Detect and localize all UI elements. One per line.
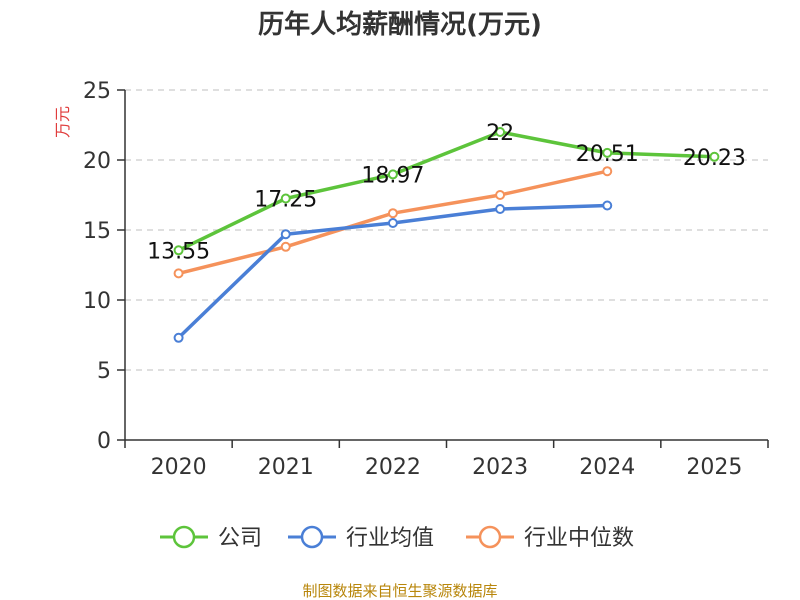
legend-marker bbox=[172, 525, 196, 549]
legend-item[interactable]: 行业中位数 bbox=[466, 525, 634, 551]
legend-item[interactable]: 行业均值 bbox=[288, 525, 434, 551]
series-points bbox=[173, 127, 720, 343]
data-point[interactable] bbox=[495, 204, 506, 214]
legend-marker bbox=[478, 525, 502, 549]
x-tick-labels: 2020 2021 2022 2023 2024 2025 bbox=[151, 455, 743, 480]
legend-label: 行业均值 bbox=[346, 526, 434, 551]
data-point[interactable] bbox=[280, 241, 291, 252]
data-point[interactable] bbox=[495, 127, 506, 137]
data-labels: 13.55 17.25 18.97 22 20.51 20.23 bbox=[147, 121, 746, 264]
data-label: 13.55 bbox=[147, 239, 210, 264]
axes bbox=[117, 89, 769, 448]
source-note: 制图数据来自恒生聚源数据库 bbox=[302, 582, 497, 600]
x-tick-label: 2021 bbox=[258, 455, 314, 480]
data-point[interactable] bbox=[173, 268, 184, 279]
data-point[interactable] bbox=[280, 229, 291, 240]
data-label: 17.25 bbox=[254, 188, 317, 213]
y-tick-label: 0 bbox=[97, 429, 111, 454]
y-tick-label: 15 bbox=[83, 219, 111, 244]
x-tick-label: 2025 bbox=[686, 455, 742, 480]
data-point[interactable] bbox=[495, 190, 506, 200]
y-tick-label: 5 bbox=[97, 359, 111, 384]
legend-item[interactable]: 公司 bbox=[160, 525, 262, 551]
grid-lines bbox=[125, 89, 768, 371]
series-line bbox=[177, 130, 715, 252]
chart-title: 历年人均薪酬情况(万元) bbox=[258, 9, 542, 40]
y-tick-labels: 0 5 10 15 20 25 bbox=[83, 79, 111, 454]
legend[interactable]: 公司 行业均值 行业中位数 bbox=[160, 525, 634, 551]
data-point[interactable] bbox=[602, 147, 613, 158]
data-label: 18.97 bbox=[361, 163, 424, 188]
data-point[interactable] bbox=[387, 208, 398, 219]
y-tick-label: 25 bbox=[83, 79, 111, 104]
data-point[interactable] bbox=[387, 218, 398, 228]
legend-label: 行业中位数 bbox=[524, 526, 634, 551]
x-tick-label: 2024 bbox=[579, 455, 635, 480]
x-tick-label: 2020 bbox=[151, 455, 207, 480]
y-tick-label: 20 bbox=[83, 149, 111, 174]
data-label: 20.23 bbox=[683, 146, 746, 171]
data-point[interactable] bbox=[280, 193, 291, 204]
data-point[interactable] bbox=[387, 169, 398, 180]
x-tick-label: 2022 bbox=[365, 455, 421, 480]
data-point[interactable] bbox=[709, 151, 720, 162]
y-axis-label: 万元 bbox=[53, 106, 72, 138]
data-label: 20.51 bbox=[576, 142, 639, 167]
data-label: 22 bbox=[486, 121, 514, 146]
data-point[interactable] bbox=[173, 332, 184, 343]
legend-marker bbox=[300, 525, 324, 549]
data-point[interactable] bbox=[602, 166, 613, 177]
legend-label: 公司 bbox=[218, 526, 262, 551]
data-point[interactable] bbox=[602, 200, 613, 211]
y-tick-label: 10 bbox=[83, 289, 111, 314]
x-tick-label: 2023 bbox=[472, 455, 528, 480]
data-point[interactable] bbox=[173, 245, 184, 256]
